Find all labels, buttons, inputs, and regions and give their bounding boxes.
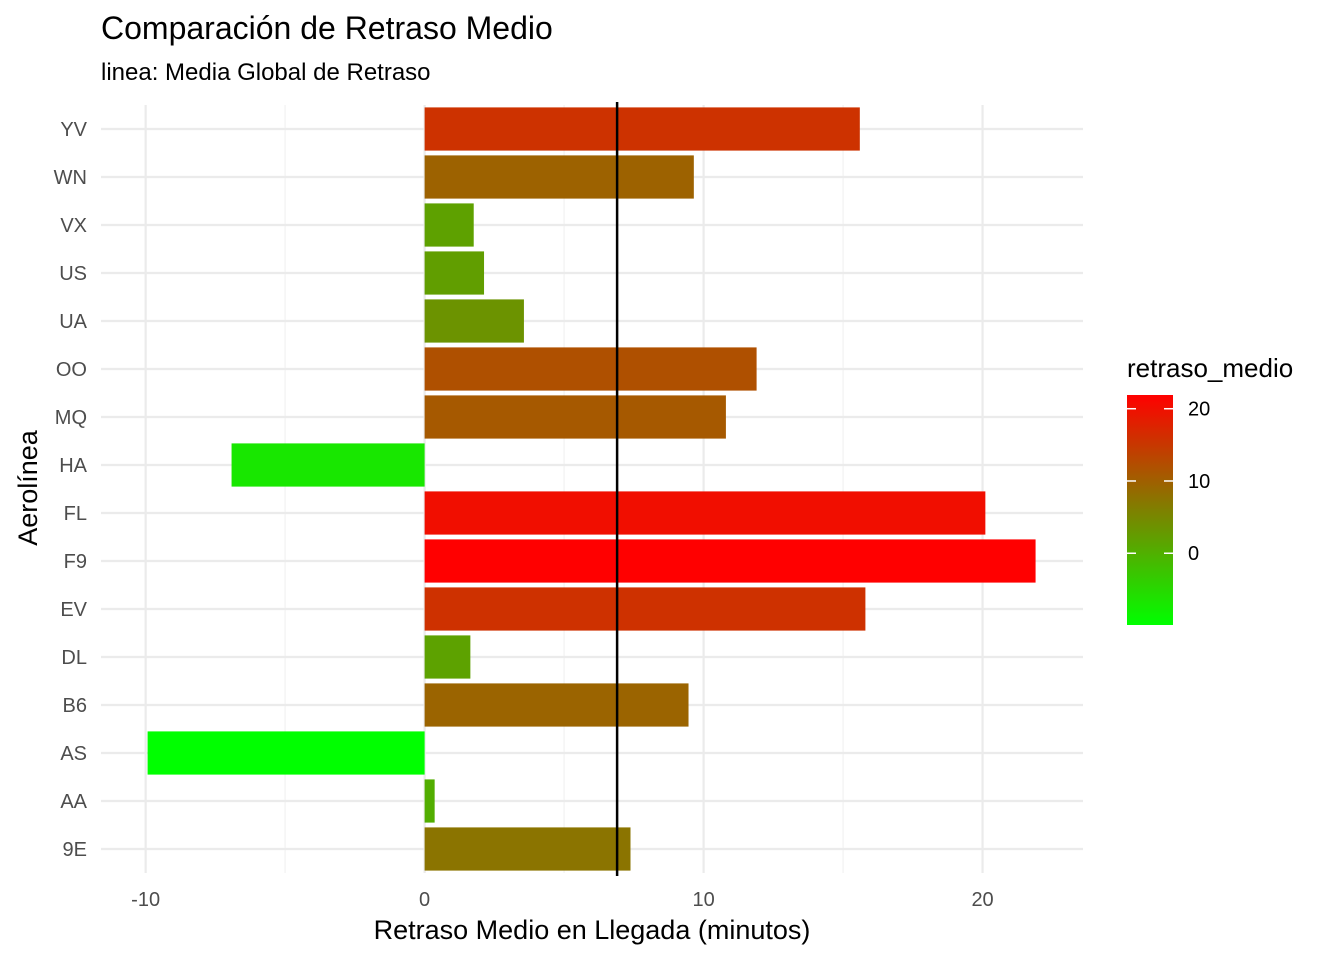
y-tick-label: VX xyxy=(60,215,87,237)
bar-as xyxy=(147,731,425,775)
y-tick-label: FL xyxy=(64,503,87,525)
bar-ha xyxy=(231,443,425,487)
y-tick-label: B6 xyxy=(63,695,87,717)
y-tick-label: OO xyxy=(56,359,87,381)
y-tick-label: US xyxy=(59,263,87,285)
y-tick-label: F9 xyxy=(64,551,87,573)
y-tick-label: 9E xyxy=(63,839,87,861)
bar-wn xyxy=(424,155,694,199)
y-tick-label: AA xyxy=(60,791,87,813)
y-tick-label: MQ xyxy=(55,407,87,429)
bar-fl xyxy=(424,491,986,535)
legend-title: retraso_medio xyxy=(1127,353,1293,383)
bar-ua xyxy=(424,299,524,343)
legend-colorbar xyxy=(1127,395,1173,625)
x-tick-label: 20 xyxy=(971,889,993,911)
legend-tick-label: 10 xyxy=(1188,471,1210,493)
legend: retraso_medio 0 10 20 xyxy=(1127,353,1293,625)
bar-yv xyxy=(424,107,860,151)
y-tick-label: HA xyxy=(59,455,87,477)
bar-oo xyxy=(424,347,757,391)
x-tick-label: -10 xyxy=(131,889,160,911)
bar-9e xyxy=(424,827,631,871)
y-axis-ticks: 9E AA AS B6 DL EV F9 FL HA MQ OO UA US VX WN YV xyxy=(54,119,88,861)
x-tick-label: 0 xyxy=(419,889,430,911)
x-tick-label: 10 xyxy=(692,889,714,911)
y-axis-label: Aerolínea xyxy=(13,429,43,546)
y-tick-label: UA xyxy=(59,311,87,333)
bar-dl xyxy=(424,635,471,679)
y-tick-label: AS xyxy=(60,743,87,765)
bar-f9 xyxy=(424,539,1036,583)
bar-b6 xyxy=(424,683,689,727)
bar-mq xyxy=(424,395,726,439)
legend-tick-label: 20 xyxy=(1188,399,1210,421)
chart-subtitle: linea: Media Global de Retraso xyxy=(101,59,431,86)
legend-tick-label: 0 xyxy=(1188,543,1199,565)
y-tick-label: DL xyxy=(61,647,87,669)
y-tick-label: YV xyxy=(60,119,87,141)
bar-vx xyxy=(424,203,474,247)
y-tick-label: WN xyxy=(54,167,87,189)
bar-us xyxy=(424,251,485,295)
x-axis-label: Retraso Medio en Llegada (minutos) xyxy=(374,915,811,945)
chart-title: Comparación de Retraso Medio xyxy=(101,10,553,46)
bars xyxy=(147,107,1036,871)
x-axis-ticks: -10 0 10 20 xyxy=(131,889,994,911)
bar-ev xyxy=(424,587,866,631)
y-tick-label: EV xyxy=(60,599,87,621)
bar-aa xyxy=(424,779,435,823)
